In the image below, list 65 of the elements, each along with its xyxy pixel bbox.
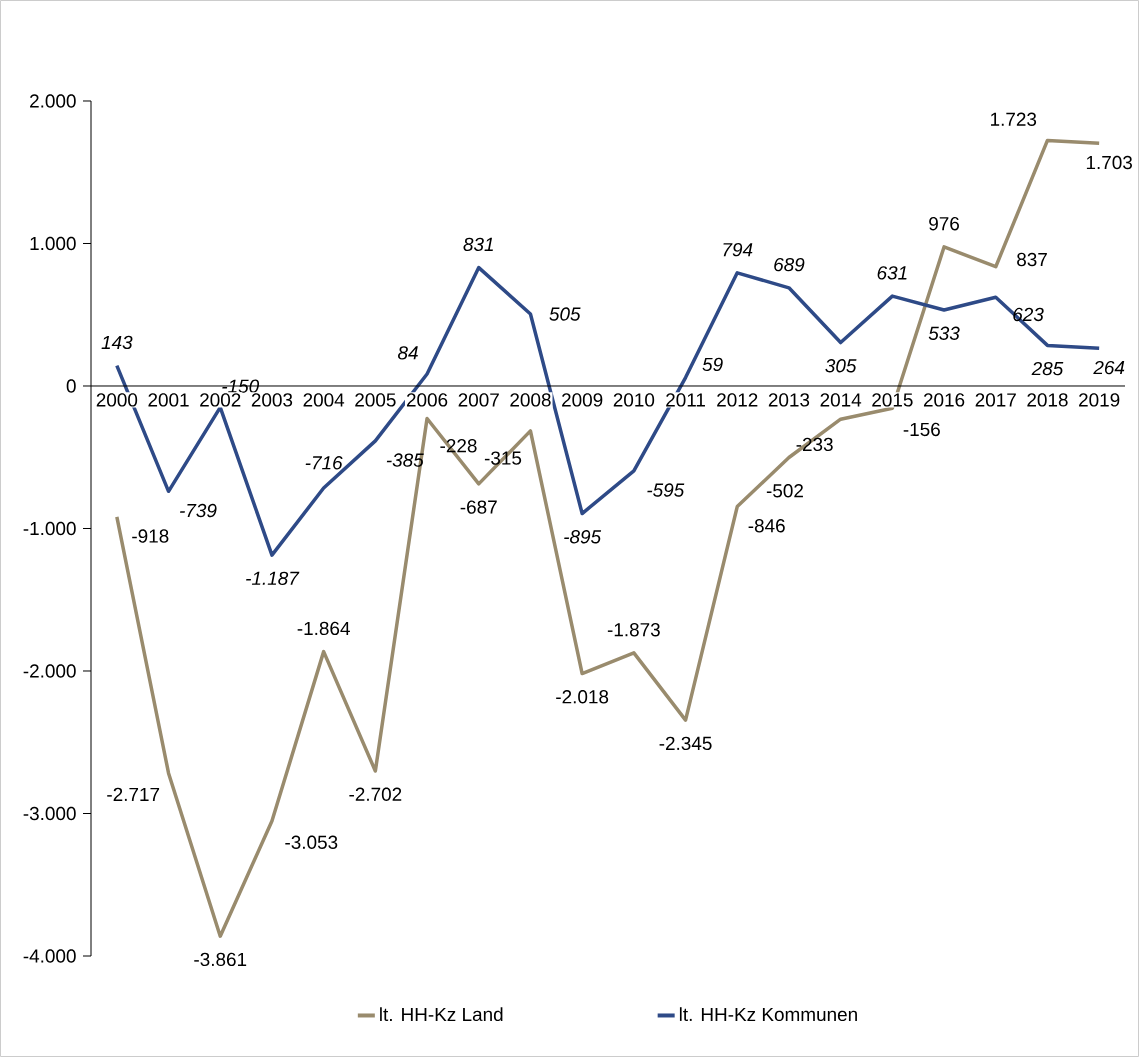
x-tick-label: 2019 bbox=[1079, 393, 1120, 407]
data-label: 623 bbox=[1013, 307, 1044, 322]
data-label: 305 bbox=[825, 359, 857, 373]
data-label: -3.053 bbox=[285, 835, 338, 849]
y-tick-label: -1.000 bbox=[23, 521, 76, 536]
x-tick-label: 2012 bbox=[717, 393, 758, 407]
y-tick-label: -4.000 bbox=[23, 949, 76, 963]
data-label: -846 bbox=[748, 519, 785, 533]
data-label: -895 bbox=[564, 530, 602, 544]
y-tick-label: 0 bbox=[66, 379, 76, 393]
x-tick-label: 2014 bbox=[820, 393, 862, 407]
y-tick-label: -2.000 bbox=[23, 664, 76, 678]
data-label: 505 bbox=[549, 307, 581, 321]
legend-label: lt. HH-Kz Kommunen bbox=[679, 1007, 857, 1022]
x-tick-label: 2003 bbox=[251, 393, 293, 407]
data-label: 59 bbox=[702, 357, 723, 372]
data-label: -595 bbox=[647, 483, 685, 497]
x-tick-label: 2004 bbox=[303, 393, 345, 407]
data-label: 143 bbox=[101, 335, 133, 350]
data-label: -1.873 bbox=[607, 622, 660, 637]
x-tick-label: 2002 bbox=[200, 393, 241, 407]
data-label: -739 bbox=[180, 503, 217, 518]
data-label: -156 bbox=[903, 422, 940, 437]
data-label: 837 bbox=[1017, 252, 1047, 267]
legend-label: lt. HH-Kz Land bbox=[380, 1007, 503, 1022]
data-label: 631 bbox=[877, 266, 907, 280]
data-label: 976 bbox=[929, 217, 959, 231]
x-tick-label: 2008 bbox=[510, 393, 551, 407]
x-tick-label: 2005 bbox=[355, 393, 396, 407]
data-label: 285 bbox=[1031, 361, 1064, 376]
y-tick-label: -3.000 bbox=[23, 806, 76, 821]
data-label: -918 bbox=[132, 529, 169, 543]
x-tick-label: 2018 bbox=[1027, 393, 1068, 407]
y-tick-label: 2.000 bbox=[30, 94, 76, 108]
data-label: 794 bbox=[723, 242, 753, 257]
data-label: 84 bbox=[397, 346, 418, 360]
data-label: -1.187 bbox=[246, 571, 300, 586]
data-label: 1.723 bbox=[991, 112, 1037, 126]
data-label: -502 bbox=[766, 484, 803, 498]
data-label: 689 bbox=[774, 257, 805, 272]
x-tick-label: 2011 bbox=[666, 393, 705, 407]
x-tick-label: 2001 bbox=[148, 393, 189, 407]
data-label: -2.018 bbox=[556, 690, 609, 704]
data-label: 533 bbox=[928, 326, 960, 340]
x-tick-label: 2010 bbox=[613, 393, 655, 407]
data-label: 1.703 bbox=[1086, 155, 1132, 170]
data-label: -716 bbox=[305, 456, 343, 470]
data-label: -2.702 bbox=[349, 787, 402, 801]
data-label: -687 bbox=[460, 500, 497, 514]
data-label: -2.345 bbox=[659, 736, 712, 751]
x-tick-label: 2015 bbox=[872, 393, 913, 407]
x-tick-label: 2013 bbox=[768, 393, 810, 407]
x-tick-label: 2006 bbox=[406, 393, 448, 407]
data-label: -3.861 bbox=[194, 952, 247, 967]
data-label: 831 bbox=[463, 237, 493, 252]
y-tick-label: 1.000 bbox=[30, 236, 76, 251]
x-tick-label: 2007 bbox=[458, 393, 499, 407]
data-label: -150 bbox=[222, 379, 260, 393]
x-tick-label: 2016 bbox=[923, 393, 965, 407]
data-label: 264 bbox=[1093, 360, 1125, 375]
data-label: -2.717 bbox=[107, 787, 160, 801]
data-label: -1.864 bbox=[297, 621, 350, 636]
x-tick-label: 2009 bbox=[562, 393, 603, 407]
x-tick-label: 2000 bbox=[96, 393, 138, 407]
x-tick-label: 2017 bbox=[975, 393, 1016, 407]
